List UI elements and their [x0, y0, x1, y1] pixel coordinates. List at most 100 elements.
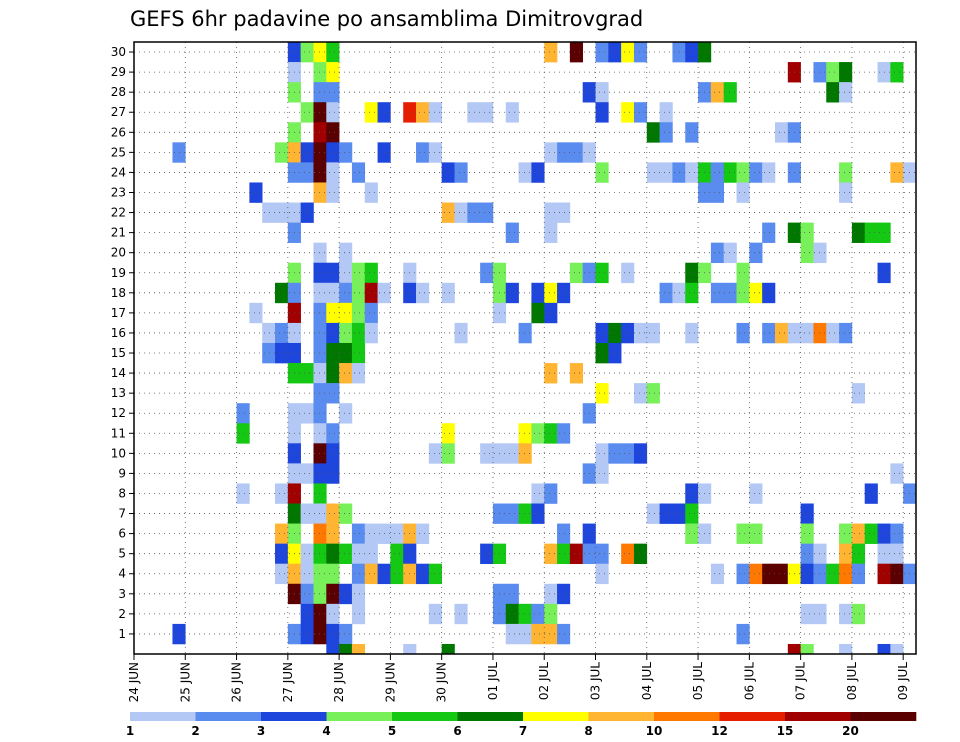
heatmap-cell	[659, 122, 673, 143]
heatmap-cell	[428, 443, 442, 464]
heatmap-cell	[518, 322, 532, 344]
heatmap-cell	[800, 563, 814, 585]
heatmap-cell	[275, 342, 289, 364]
heatmap-cell	[595, 42, 609, 63]
heatmap-cell	[467, 102, 481, 123]
heatmap-cell	[300, 403, 314, 424]
y-tick-label: 29	[111, 65, 126, 79]
heatmap-cell	[633, 322, 648, 344]
heatmap-cell	[531, 423, 545, 444]
heatmap-cell	[851, 222, 866, 243]
heatmap-cell	[416, 563, 430, 585]
x-tick-label: 05 JUL	[691, 662, 705, 700]
heatmap-cell	[505, 503, 519, 524]
heatmap-cell	[441, 643, 455, 655]
heatmap-cell	[326, 583, 340, 605]
colorbar-swatch	[785, 712, 851, 721]
heatmap-cell	[364, 282, 378, 304]
heatmap-cell	[839, 603, 853, 625]
heatmap-cell	[326, 363, 340, 384]
heatmap-cell	[595, 543, 609, 565]
heatmap-cell	[544, 222, 558, 243]
heatmap-cell	[275, 142, 289, 163]
heatmap-cell	[480, 262, 494, 284]
colorbar-label: 3	[257, 724, 265, 738]
heatmap-cell	[364, 563, 378, 585]
heatmap-cell	[659, 162, 673, 183]
heatmap-cell	[313, 583, 327, 605]
heatmap-cell	[685, 122, 699, 143]
colorbar-swatch	[588, 712, 655, 721]
heatmap-cell	[300, 463, 314, 484]
heatmap-cell	[262, 342, 276, 364]
heatmap-cell	[300, 102, 314, 123]
heatmap-cell	[518, 162, 532, 183]
heatmap-cell	[326, 182, 340, 203]
heatmap-cell	[839, 82, 853, 103]
heatmap-cell	[557, 202, 571, 223]
x-tick-label: 25 JUN	[178, 662, 192, 702]
heatmap-cell	[339, 302, 353, 324]
heatmap-cell	[313, 623, 327, 645]
y-tick-label: 25	[111, 145, 126, 159]
heatmap-cell	[313, 603, 327, 625]
heatmap-cell	[621, 262, 635, 284]
heatmap-cell	[544, 543, 558, 565]
heatmap-cell	[762, 322, 776, 344]
heatmap-cell	[480, 543, 494, 565]
colorbar-swatch	[523, 712, 589, 721]
y-tick-label: 21	[111, 226, 126, 240]
heatmap-cell	[774, 563, 789, 585]
heatmap-cell	[339, 623, 353, 645]
heatmap-cell	[505, 443, 519, 464]
heatmap-cell	[762, 222, 776, 243]
heatmap-cell	[313, 523, 327, 544]
heatmap-cell	[300, 42, 314, 63]
heatmap-cell	[326, 62, 340, 83]
heatmap-cell	[723, 242, 737, 264]
heatmap-cell	[416, 523, 430, 544]
heatmap-cell	[505, 102, 519, 123]
heatmap-cell	[736, 322, 750, 344]
heatmap-cell	[723, 82, 737, 103]
heatmap-cell	[864, 523, 878, 544]
heatmap-cell	[531, 483, 545, 504]
heatmap-cell	[800, 222, 814, 243]
heatmap-cell	[839, 643, 853, 655]
heatmap-cell	[339, 543, 353, 565]
heatmap-cell	[339, 342, 353, 364]
colorbar-label: 12	[711, 724, 728, 738]
y-tick-label: 2	[118, 607, 126, 621]
heatmap-cell	[454, 603, 468, 625]
heatmap-cell	[672, 282, 686, 304]
heatmap-cell	[326, 282, 340, 304]
y-tick-label: 10	[111, 446, 126, 460]
y-tick-label: 5	[118, 547, 126, 561]
heatmap-cell	[736, 262, 750, 284]
heatmap-cell	[351, 162, 366, 183]
heatmap-cell	[454, 322, 468, 344]
colorbar: 1 2 3 4 5 6 7 8 10 12 15 20	[126, 712, 917, 738]
heatmap-cell	[621, 102, 635, 123]
heatmap-cell	[313, 563, 327, 585]
heatmap-cell	[480, 443, 494, 464]
heatmap-cell	[672, 503, 686, 524]
heatmap-cell	[505, 603, 519, 625]
heatmap-cell	[685, 262, 699, 284]
heatmap-cell	[736, 623, 750, 645]
heatmap-cell	[326, 623, 340, 645]
heatmap-cell	[313, 102, 327, 123]
heatmap-cell	[390, 523, 404, 544]
heatmap-cell	[518, 503, 532, 524]
heatmap-cell	[300, 162, 314, 183]
heatmap-cell	[351, 363, 366, 384]
y-tick-label: 27	[111, 105, 126, 119]
heatmap-cell	[428, 142, 442, 163]
heatmap-cell	[236, 423, 250, 444]
heatmap-cell	[723, 162, 737, 183]
heatmap-cell	[800, 242, 814, 264]
heatmap-cell	[595, 162, 609, 183]
heatmap-cell	[351, 543, 366, 565]
x-tick-label: 07 JUL	[794, 662, 808, 700]
heatmap-cell	[300, 563, 314, 585]
